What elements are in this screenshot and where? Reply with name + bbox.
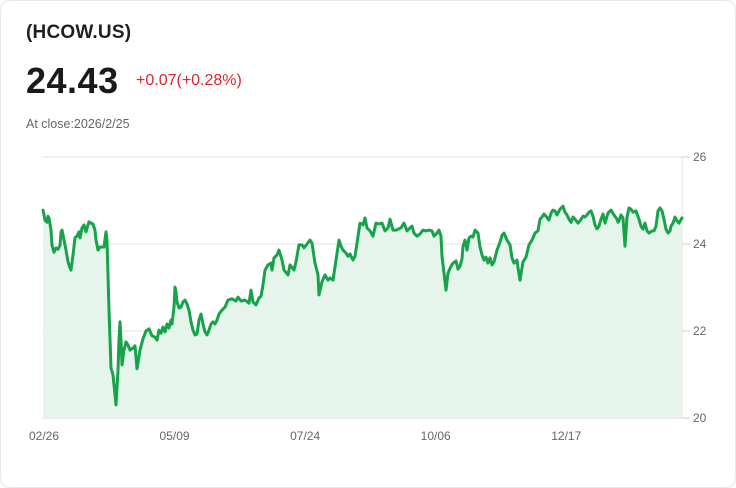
price-change: +0.07(+0.28%): [136, 72, 242, 89]
x-tick-label: 02/26: [29, 429, 59, 443]
price-line: [41, 204, 684, 407]
x-tick-label: 05/09: [160, 429, 190, 443]
y-tick-label: 22: [693, 324, 707, 338]
x-axis: 02/26 05/09 07/24 10/06 12/17: [29, 429, 582, 443]
y-axis: 26 24 22 20: [682, 150, 707, 425]
y-tick-label: 20: [693, 411, 707, 425]
y-tick-label: 26: [693, 150, 707, 164]
y-tick-label: 24: [693, 237, 707, 251]
x-tick-label: 10/06: [421, 429, 451, 443]
ticker-symbol: (HCOW.US): [26, 22, 132, 43]
price-area-fill: [43, 206, 682, 418]
last-price: 24.43: [26, 60, 119, 101]
x-tick-label: 07/24: [290, 429, 320, 443]
x-tick-label: 12/17: [551, 429, 581, 443]
close-timestamp: At close:2026/2/25: [26, 117, 130, 131]
